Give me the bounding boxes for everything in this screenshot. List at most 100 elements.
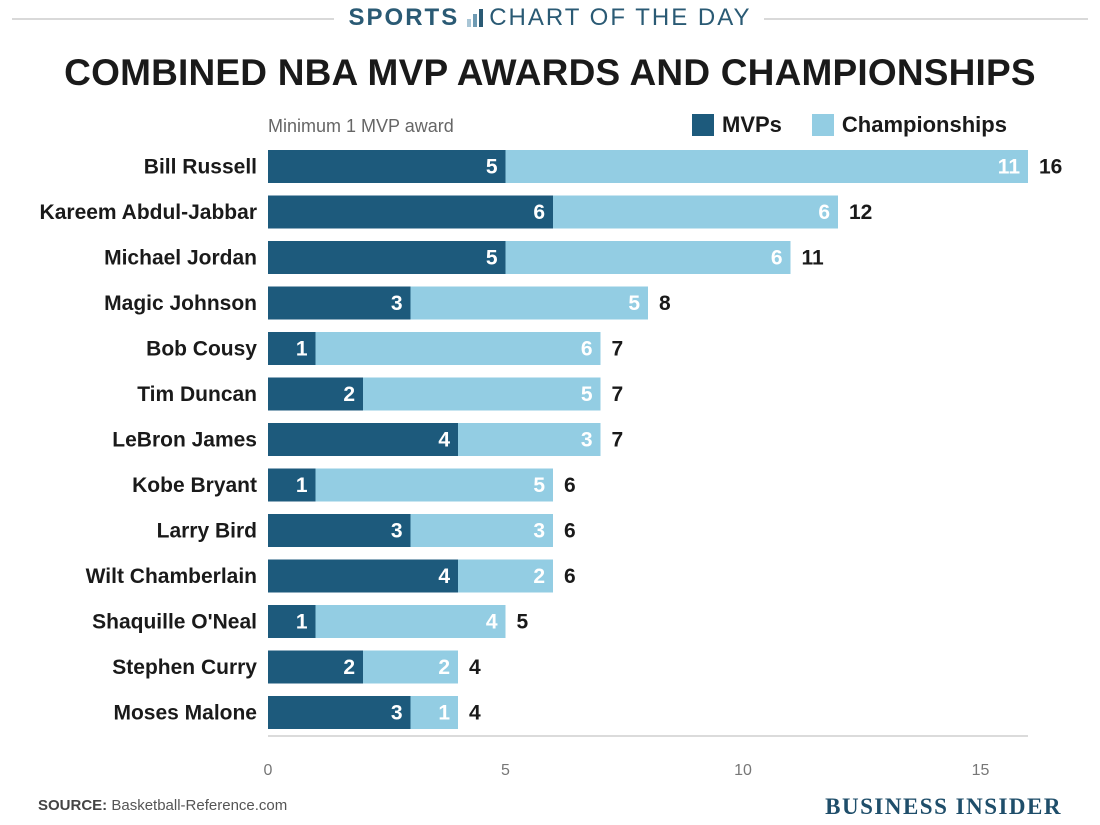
bar-championships-moses-malone bbox=[410, 696, 458, 729]
total-label-larry-bird: 6 bbox=[564, 520, 576, 543]
legend-label-mvps: MVPs bbox=[722, 112, 782, 137]
legend-item-championships: Championships bbox=[811, 112, 1007, 138]
total-label-michael-jordan: 11 bbox=[802, 247, 825, 270]
total-label-tim-duncan: 7 bbox=[612, 383, 624, 406]
category-label-magic-johnson: Magic Johnson bbox=[104, 292, 257, 315]
bar-mvps-lebron-james bbox=[268, 423, 458, 456]
banner-rule-right bbox=[764, 18, 1088, 20]
data-label-mvps-larry-bird: 3 bbox=[391, 520, 403, 543]
category-label-stephen-curry: Stephen Curry bbox=[112, 656, 257, 679]
data-label-championships-shaquille-o-neal: 4 bbox=[486, 611, 498, 634]
total-label-kobe-bryant: 6 bbox=[564, 474, 576, 497]
banner-rule-left bbox=[12, 18, 334, 20]
data-label-mvps-kobe-bryant: 1 bbox=[296, 474, 308, 497]
data-label-championships-bob-cousy: 6 bbox=[581, 338, 593, 361]
source-text: Basketball-Reference.com bbox=[111, 797, 288, 814]
data-label-mvps-kareem-abdul-jabbar: 6 bbox=[533, 201, 545, 224]
data-label-championships-moses-malone: 1 bbox=[438, 702, 450, 725]
total-label-wilt-chamberlain: 6 bbox=[564, 565, 576, 588]
bar-championships-tim-duncan bbox=[363, 377, 601, 411]
source-note: SOURCE: Basketball-Reference.com bbox=[38, 797, 287, 814]
bar-championships-kobe-bryant bbox=[315, 468, 553, 502]
total-label-kareem-abdul-jabbar: 12 bbox=[849, 201, 872, 224]
category-label-wilt-chamberlain: Wilt Chamberlain bbox=[86, 565, 257, 588]
bar-mvps-wilt-chamberlain bbox=[268, 559, 458, 593]
bar-mvps-michael-jordan bbox=[268, 241, 506, 274]
total-label-stephen-curry: 4 bbox=[469, 656, 481, 679]
data-label-mvps-lebron-james: 4 bbox=[438, 429, 450, 452]
data-label-championships-larry-bird: 3 bbox=[533, 520, 545, 543]
data-label-championships-kobe-bryant: 5 bbox=[533, 474, 545, 497]
data-label-championships-bill-russell: 11 bbox=[998, 156, 1021, 179]
bar-mvps-tim-duncan bbox=[268, 377, 363, 411]
bar-championships-lebron-james bbox=[458, 423, 601, 456]
bar-mvps-shaquille-o-neal bbox=[268, 605, 316, 638]
x-tick-label-10: 10 bbox=[734, 762, 752, 779]
category-label-tim-duncan: Tim Duncan bbox=[137, 383, 257, 406]
data-label-mvps-moses-malone: 3 bbox=[391, 702, 403, 725]
bar-championships-michael-jordan bbox=[505, 241, 791, 274]
bar-mvps-moses-malone bbox=[268, 696, 411, 729]
bar-mvps-bill-russell bbox=[268, 150, 506, 183]
bar-championships-larry-bird bbox=[410, 514, 553, 547]
total-label-bill-russell: 16 bbox=[1039, 156, 1062, 179]
x-tick-label-5: 5 bbox=[501, 762, 510, 779]
bar-mvps-stephen-curry bbox=[268, 650, 363, 684]
data-label-championships-tim-duncan: 5 bbox=[581, 383, 593, 406]
legend-item-mvps: MVPs bbox=[692, 112, 782, 138]
bar-mvps-larry-bird bbox=[268, 514, 411, 547]
chart-subtitle: Minimum 1 MVP award bbox=[268, 116, 454, 136]
x-tick-label-15: 15 bbox=[972, 762, 990, 779]
category-label-shaquille-o-neal: Shaquille O'Neal bbox=[92, 611, 257, 634]
data-label-championships-stephen-curry: 2 bbox=[438, 656, 450, 679]
bar-championships-bob-cousy bbox=[315, 332, 601, 365]
data-label-championships-magic-johnson: 5 bbox=[628, 292, 640, 315]
series-name: CHART OF THE DAY bbox=[489, 4, 752, 31]
total-label-shaquille-o-neal: 5 bbox=[517, 611, 529, 634]
category-label-bob-cousy: Bob Cousy bbox=[146, 338, 257, 361]
bar-championships-kareem-abdul-jabbar bbox=[553, 195, 838, 229]
data-label-championships-kareem-abdul-jabbar: 6 bbox=[818, 201, 830, 224]
data-label-mvps-bill-russell: 5 bbox=[486, 156, 498, 179]
category-label-larry-bird: Larry Bird bbox=[157, 520, 257, 543]
bar-championships-wilt-chamberlain bbox=[458, 559, 553, 593]
bar-chart-icon bbox=[467, 9, 484, 27]
data-label-mvps-tim-duncan: 2 bbox=[343, 383, 355, 406]
bar-mvps-magic-johnson bbox=[268, 286, 411, 320]
legend-label-championships: Championships bbox=[841, 112, 1007, 137]
data-label-championships-wilt-chamberlain: 2 bbox=[533, 565, 545, 588]
bar-championships-shaquille-o-neal bbox=[315, 605, 506, 638]
header-banner: SPORTS CHART OF THE DAY bbox=[0, 0, 1100, 40]
data-label-mvps-stephen-curry: 2 bbox=[343, 656, 355, 679]
data-label-championships-lebron-james: 3 bbox=[581, 429, 593, 452]
data-label-mvps-magic-johnson: 3 bbox=[391, 292, 403, 315]
x-tick-label-0: 0 bbox=[264, 762, 273, 779]
data-label-championships-michael-jordan: 6 bbox=[771, 247, 783, 270]
data-label-mvps-wilt-chamberlain: 4 bbox=[438, 565, 450, 588]
data-label-mvps-bob-cousy: 1 bbox=[296, 338, 308, 361]
banner-text: SPORTS CHART OF THE DAY bbox=[0, 4, 1100, 32]
bar-mvps-kareem-abdul-jabbar bbox=[268, 195, 553, 229]
chart-title: COMBINED NBA MVP AWARDS AND CHAMPIONSHIP… bbox=[64, 52, 1036, 93]
legend: MVPs Championships bbox=[692, 112, 1007, 138]
category-label-moses-malone: Moses Malone bbox=[113, 702, 257, 725]
category-label-michael-jordan: Michael Jordan bbox=[104, 247, 257, 270]
total-label-lebron-james: 7 bbox=[612, 429, 624, 452]
category-label-lebron-james: LeBron James bbox=[112, 429, 257, 452]
data-label-mvps-shaquille-o-neal: 1 bbox=[296, 611, 308, 634]
bar-mvps-kobe-bryant bbox=[268, 468, 316, 502]
total-label-bob-cousy: 7 bbox=[612, 338, 624, 361]
source-label: SOURCE: bbox=[38, 797, 108, 814]
total-label-magic-johnson: 8 bbox=[659, 292, 671, 315]
bar-championships-stephen-curry bbox=[363, 650, 458, 684]
data-label-mvps-michael-jordan: 5 bbox=[486, 247, 498, 270]
brand-logo: BUSINESS INSIDER bbox=[825, 794, 1062, 819]
legend-swatch-championships bbox=[811, 114, 834, 136]
section-label: SPORTS bbox=[348, 4, 460, 31]
category-label-kareem-abdul-jabbar: Kareem Abdul-Jabbar bbox=[40, 201, 257, 224]
legend-swatch-mvps bbox=[692, 114, 714, 136]
bar-championships-magic-johnson bbox=[410, 286, 648, 320]
category-label-bill-russell: Bill Russell bbox=[144, 156, 257, 179]
total-label-moses-malone: 4 bbox=[469, 702, 481, 725]
